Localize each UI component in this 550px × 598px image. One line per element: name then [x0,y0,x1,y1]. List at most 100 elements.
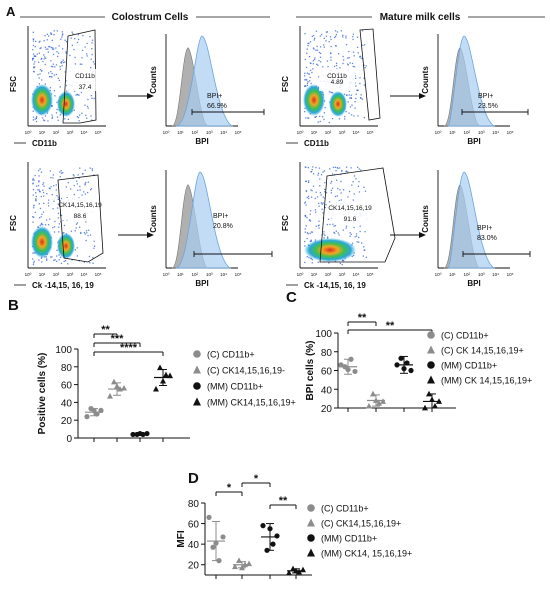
event-dot [50,32,52,34]
event-dot [312,60,314,62]
event-dot [306,217,308,219]
data-point [422,404,428,411]
legend-marker [307,548,315,557]
event-dot [32,59,34,61]
event-dot [37,226,39,228]
event-dot [65,40,68,43]
event-dot [44,115,47,117]
event-dot [86,232,88,234]
event-dot [362,255,364,257]
event-dot [330,45,332,48]
event-dot [50,76,52,78]
event-dot [71,44,73,46]
event-dot [61,31,63,33]
legend-marker [193,397,201,406]
event-dot [316,196,319,198]
event-dot [86,105,89,108]
event-dot [320,52,322,55]
event-dot [47,224,50,226]
event-dot [315,115,318,118]
significance-label: * [254,473,259,485]
hist-tick: 10¹ [449,130,456,135]
event-dot [306,237,308,240]
event-dot [77,116,80,119]
event-dot [70,37,72,39]
event-dot [33,262,35,264]
event-dot [57,52,60,54]
event-dot [45,48,47,50]
event-dot [56,255,58,257]
event-dot [312,63,315,65]
event-dot [76,183,78,185]
event-dot [58,45,60,47]
event-dot [35,117,38,119]
data-point [274,533,280,539]
event-dot [73,48,75,51]
dot-plot-3: CK14,15,16,19 88.6 FSC Ck -14,15, 16, 1910⁰… [9,162,106,290]
event-dot [347,196,349,198]
event-dot [317,121,319,123]
event-dot [60,170,62,172]
event-dot [32,221,34,223]
event-dot [41,79,43,81]
data-point [84,414,90,420]
event-dot [323,44,325,46]
y-axis-label: BPI cells (%) [305,340,316,400]
event-dot [314,239,317,241]
bpi-value: 20.8% [213,223,233,230]
event-dot [38,169,40,172]
data-point [107,392,113,399]
event-dot [32,38,34,40]
event-dot [76,255,78,257]
bpi-histogram [447,171,496,269]
event-dot [360,94,362,96]
event-dot [35,192,37,194]
event-dot [44,56,46,58]
event-dot [62,232,64,234]
dot-plot-tick: 10⁵ [95,272,102,277]
dot-plot-tick: 10¹ [39,272,46,277]
event-dot [352,65,354,68]
event-dot [316,49,319,51]
event-dot [318,220,320,222]
gate-name: CK14,15,16,19 [328,205,372,212]
bpi-label: BPI+ [207,93,222,100]
event-dot [330,38,332,41]
event-dot [304,79,306,81]
event-dot [91,169,94,172]
event-dot [32,182,34,184]
event-dot [42,183,44,186]
event-dot [333,65,336,68]
event-dot [350,94,352,96]
event-dot [57,119,59,121]
event-dot [330,56,332,58]
gate-outline [319,167,396,263]
event-dot [59,171,61,173]
legend-label: (MM) CK14, 15,16,19+ [321,549,412,559]
event-dot [363,77,365,79]
event-dot [359,225,361,227]
event-dot [42,211,45,213]
density-hotspot [304,238,356,262]
event-dot [59,68,61,70]
significance-label: ** [358,312,367,324]
event-dot [351,184,353,186]
event-dot [74,249,76,251]
event-dot [336,31,339,33]
event-dot [334,166,336,168]
event-dot [50,65,53,68]
event-dot [341,170,343,172]
event-dot [60,262,63,265]
legend-marker [307,518,315,527]
event-dot [82,35,84,37]
event-dot [305,225,307,227]
event-dot [46,259,48,261]
event-dot [342,189,345,191]
event-dot [326,223,328,226]
y-axis-label: Positive cells (%) [37,353,48,435]
event-dot [332,166,335,169]
event-dot [354,236,356,238]
event-dot [41,57,43,60]
event-dot [323,237,325,239]
event-dot [62,172,64,174]
